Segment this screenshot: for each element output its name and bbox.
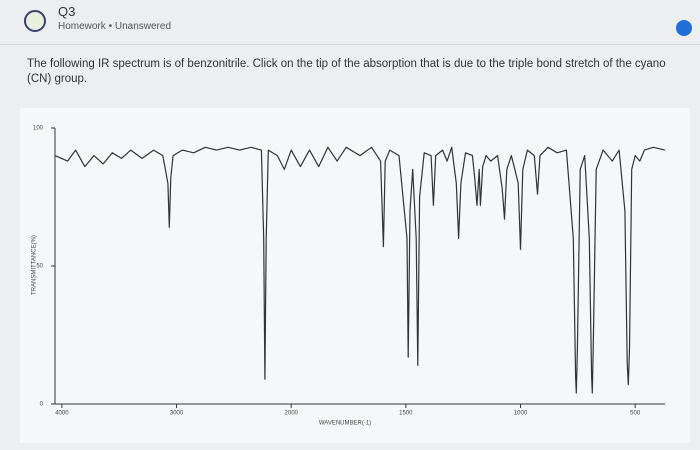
question-title: Q3: [58, 4, 76, 19]
x-tick-label: 4000: [55, 411, 69, 417]
x-axis-title: WAVENUMBER(-1): [319, 421, 371, 427]
status: Unanswered: [114, 21, 172, 32]
x-tick-label: 2000: [285, 411, 299, 417]
x-tick-label: 1500: [399, 411, 413, 417]
x-tick-label: 3000: [170, 411, 184, 417]
spectrum-chart: WAVENUMBER(-1) TRANSMITTANCE(%) 0 50 100 40…: [20, 108, 690, 443]
question-text: The following IR spectrum is of benzonit…: [27, 58, 666, 85]
question-meta: Homework • Unanswered: [58, 21, 172, 32]
x-tick-label: 1000: [514, 411, 528, 417]
status-dot[interactable]: [676, 20, 692, 36]
y-axis-title: TRANSMITTANCE(%): [32, 235, 38, 295]
x-tick-label: 500: [630, 411, 641, 417]
spectrum-line[interactable]: [54, 146, 666, 394]
y-tick-label: 100: [33, 126, 44, 132]
y-tick-label: 50: [36, 264, 43, 270]
divider: [0, 44, 700, 45]
y-tick-label: 0: [40, 402, 44, 408]
category: Homework: [58, 21, 106, 32]
question-icon: [24, 10, 46, 32]
